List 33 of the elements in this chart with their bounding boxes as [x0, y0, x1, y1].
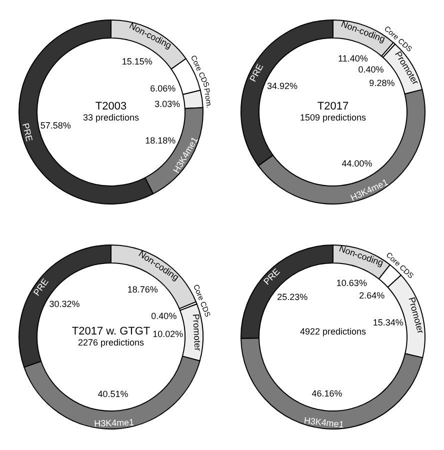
data-label: 25.23% [277, 292, 308, 302]
text: T2003 [95, 100, 127, 112]
text: 33 predictions [82, 112, 140, 122]
data-label: 46.16% [312, 388, 342, 399]
data-label: 0.40% [358, 64, 384, 74]
slice-label: H3K4me1 [94, 417, 134, 429]
text: 4922 predictions [300, 326, 367, 336]
data-label: 6.06% [150, 83, 176, 94]
data-label: 18.76% [127, 284, 158, 295]
data-label: 10.02% [152, 329, 184, 340]
text: 1509 predictions [300, 112, 367, 122]
text: T2017 [317, 100, 349, 112]
slice-label: Promoter [190, 314, 203, 352]
data-label: 11.40% [338, 54, 368, 64]
data-label: 40.51% [98, 388, 128, 399]
slice-label: H3K4me1 [303, 415, 344, 430]
data-label: 10.63% [336, 278, 367, 288]
slice-label: PRE [20, 122, 34, 142]
data-label: 44.00% [342, 158, 372, 169]
data-label: 34.92% [267, 80, 298, 91]
data-label: 2.64% [359, 290, 385, 300]
data-label: 18.18% [145, 135, 176, 146]
slice-label: PRE [248, 62, 266, 84]
data-label: 15.34% [372, 318, 404, 328]
data-label: 9.28% [369, 78, 395, 88]
data-label: 30.32% [49, 298, 80, 309]
text: T2017 w. GTGT [72, 326, 150, 338]
text: 2276 predictions [78, 338, 145, 348]
data-label: 57.58% [40, 120, 71, 130]
slice-label: Promoter [406, 296, 426, 334]
data-label: 15.15% [122, 56, 152, 66]
data-label: 0.40% [151, 310, 177, 321]
data-label: 3.03% [154, 98, 180, 109]
